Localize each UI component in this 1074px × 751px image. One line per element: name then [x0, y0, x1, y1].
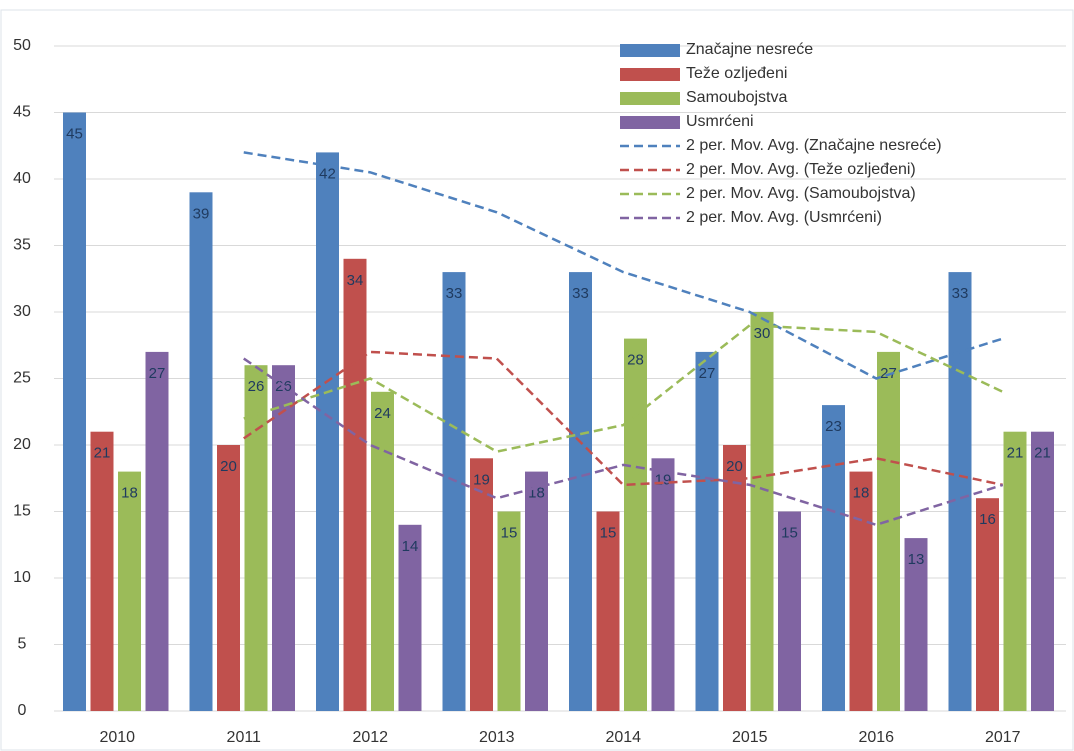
- data-label: 21: [1034, 445, 1051, 462]
- frame: [0, 9, 1074, 751]
- bar: [778, 511, 801, 711]
- bar: [849, 471, 873, 711]
- bar: [1031, 431, 1054, 711]
- data-label: 19: [473, 471, 490, 488]
- data-label: 18: [853, 485, 870, 502]
- data-label: 39: [193, 205, 210, 222]
- bar: [596, 511, 620, 711]
- data-label: 21: [1007, 445, 1024, 462]
- moving-average-line: [243, 357, 1004, 527]
- bar: [624, 338, 647, 711]
- moving-average-line: [243, 324, 1004, 453]
- legend-label: Značajne nesreće: [686, 41, 813, 58]
- x-tick-label: 2014: [605, 729, 641, 746]
- data-label: 26: [248, 378, 265, 395]
- legend-swatch: [620, 68, 680, 81]
- bar: [497, 511, 521, 711]
- data-label: 33: [952, 285, 969, 302]
- y-tick-label: 45: [13, 104, 31, 121]
- y-tick-label: 35: [13, 237, 31, 254]
- bar: [90, 431, 114, 711]
- data-label: 16: [979, 511, 996, 528]
- bar: [695, 351, 719, 711]
- x-tick-label: 2017: [985, 729, 1021, 746]
- x-tick-label: 2013: [479, 729, 515, 746]
- legend-label: Usmrćeni: [686, 113, 754, 130]
- data-label: 42: [319, 165, 336, 182]
- bar: [822, 405, 845, 711]
- data-label: 21: [94, 445, 111, 462]
- data-label: 33: [446, 285, 463, 302]
- bar: [651, 458, 675, 711]
- x-tick-label: 2015: [732, 729, 768, 746]
- bar: [244, 365, 268, 711]
- data-label: 30: [754, 325, 771, 342]
- data-label: 18: [121, 485, 138, 502]
- y-tick-label: 10: [13, 569, 31, 586]
- bar: [118, 471, 141, 711]
- y-tick-label: 20: [13, 436, 31, 453]
- bar: [63, 112, 86, 711]
- legend-label: 2 per. Mov. Avg. (Samoubojstva): [686, 185, 916, 202]
- bar: [525, 471, 548, 711]
- bar: [442, 272, 466, 711]
- data-label: 33: [572, 285, 589, 302]
- data-label: 24: [374, 405, 391, 422]
- bar: [217, 445, 240, 711]
- data-label: 27: [699, 365, 716, 382]
- legend-label: 2 per. Mov. Avg. (Teže ozljeđeni): [686, 161, 916, 178]
- x-tick-label: 2011: [227, 729, 262, 746]
- legend-swatch: [620, 44, 680, 57]
- data-label: 13: [908, 551, 925, 568]
- data-label: 28: [627, 352, 644, 369]
- data-label: 15: [501, 524, 518, 541]
- x-tick-label: 2012: [352, 729, 388, 746]
- y-tick-label: 5: [18, 636, 27, 653]
- bar: [877, 351, 900, 711]
- bar: [272, 365, 295, 711]
- moving-average-line: [243, 151, 1004, 380]
- data-label: 20: [726, 458, 743, 475]
- bar: [976, 498, 999, 711]
- bar: [470, 458, 493, 711]
- bar: [904, 538, 928, 711]
- legend-label: Teže ozljeđeni: [686, 65, 787, 82]
- bar: [398, 524, 422, 711]
- legend-swatch: [620, 92, 680, 105]
- data-label: 15: [600, 524, 617, 541]
- legend-label: 2 per. Mov. Avg. (Značajne nesreće): [686, 137, 942, 154]
- data-label: 20: [220, 458, 237, 475]
- bar: [189, 192, 213, 712]
- data-label: 45: [66, 125, 83, 142]
- legend-label: Samoubojstva: [686, 89, 787, 106]
- bar: [750, 312, 774, 711]
- x-tick-label: 2010: [99, 729, 135, 746]
- bar: [145, 351, 169, 711]
- data-label: 15: [781, 524, 798, 541]
- y-tick-label: 25: [13, 370, 31, 387]
- legend-label: 2 per. Mov. Avg. (Usmrćeni): [686, 209, 882, 226]
- data-label: 14: [402, 538, 419, 555]
- bar: [316, 152, 339, 711]
- bar: [343, 258, 367, 711]
- bar: [723, 445, 746, 711]
- data-label: 23: [825, 418, 842, 435]
- data-label: 19: [655, 471, 672, 488]
- bar: [371, 391, 394, 711]
- bar: [569, 272, 592, 711]
- y-tick-label: 0: [18, 702, 27, 719]
- bar: [1003, 431, 1027, 711]
- legend-swatch: [620, 116, 680, 129]
- bar: [948, 272, 972, 711]
- y-tick-label: 30: [13, 303, 31, 320]
- y-tick-label: 15: [13, 503, 31, 520]
- data-label: 34: [347, 272, 364, 289]
- data-label: 27: [149, 365, 166, 382]
- x-tick-label: 2016: [858, 729, 894, 746]
- y-tick-label: 40: [13, 170, 31, 187]
- y-tick-label: 50: [13, 37, 31, 54]
